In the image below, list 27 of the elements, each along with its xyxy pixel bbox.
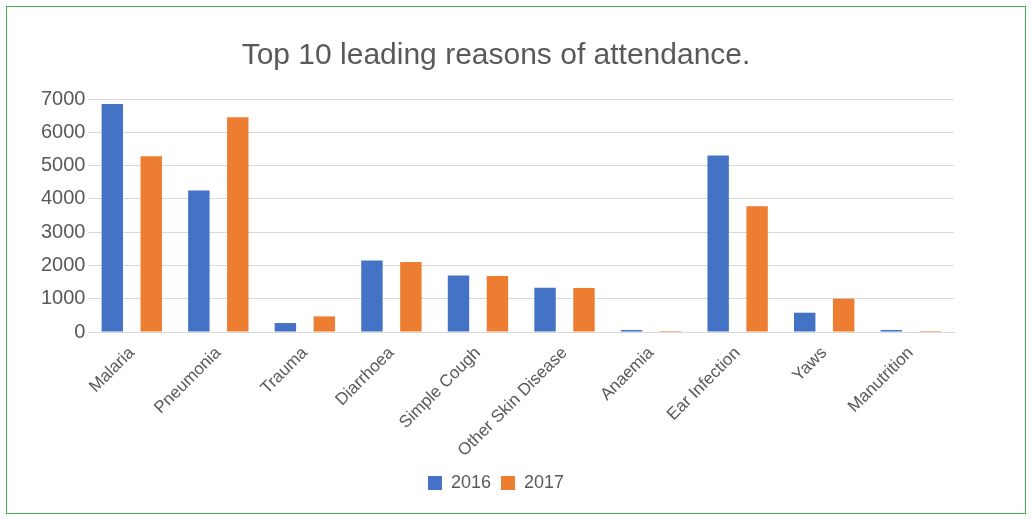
y-tick-label: 1000 <box>40 286 86 309</box>
bar <box>274 323 297 332</box>
y-tick-label: 7000 <box>40 86 86 109</box>
y-tick-label: 3000 <box>40 219 86 242</box>
bar <box>573 288 595 332</box>
bar <box>227 117 249 332</box>
bar <box>188 190 210 332</box>
bar <box>400 262 422 332</box>
bar <box>447 275 470 332</box>
bar <box>534 287 556 332</box>
bar <box>140 156 162 332</box>
y-tick-label: 5000 <box>40 153 86 176</box>
bar <box>486 276 509 332</box>
legend-label: 2016 <box>450 471 491 492</box>
bar <box>832 298 855 332</box>
bar <box>313 316 336 332</box>
bar <box>361 260 383 332</box>
bar <box>746 206 768 332</box>
y-tick-label: 6000 <box>40 119 86 142</box>
y-tick-label: 4000 <box>40 186 86 209</box>
legend-label: 2017 <box>524 471 565 492</box>
bar <box>101 103 123 332</box>
y-tick-label: 0 <box>74 319 86 342</box>
bar <box>707 155 729 332</box>
bar <box>793 312 816 332</box>
y-tick-label: 2000 <box>40 252 86 275</box>
chart-title: Top 10 leading reasons of attendance. <box>241 37 751 71</box>
